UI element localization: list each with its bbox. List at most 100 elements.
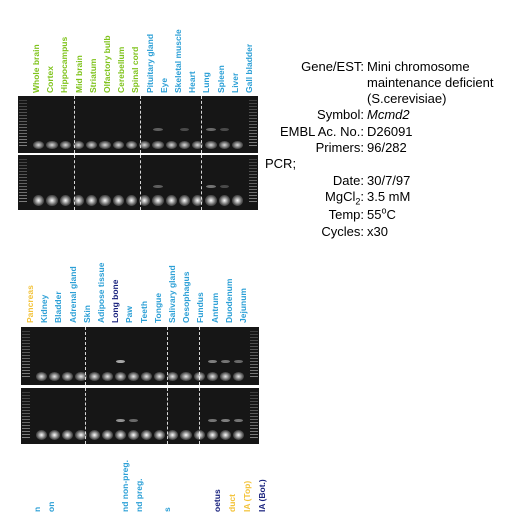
ladder-tick <box>249 174 257 175</box>
ladder-tick <box>19 142 27 143</box>
product-band <box>220 360 230 363</box>
ladder-tick <box>22 337 30 338</box>
ladder-tick <box>250 401 258 402</box>
ladder-tick <box>250 337 258 338</box>
embl-value: D26091 <box>367 124 413 139</box>
primer-band <box>165 141 177 149</box>
cycles-key: Cycles: <box>321 224 364 239</box>
ladder-tick <box>22 422 30 423</box>
ladder-tick <box>250 416 258 417</box>
ladder-tick <box>250 376 258 377</box>
gel-image-panel1-bottom <box>18 155 258 210</box>
ladder-tick <box>22 407 30 408</box>
product-band <box>153 128 163 131</box>
lane-divider <box>74 155 75 210</box>
ladder-tick <box>250 395 258 396</box>
temp-value: 55oC <box>367 206 396 223</box>
ladder-tick <box>22 355 30 356</box>
primer-band <box>46 195 58 206</box>
primer-band <box>101 372 113 381</box>
primer-band <box>178 141 190 149</box>
primer-band <box>232 372 244 381</box>
product-band <box>219 185 229 188</box>
ladder-tick <box>249 115 257 116</box>
primer-band <box>49 430 61 440</box>
lane-divider <box>140 155 141 210</box>
ladder-tick <box>19 103 27 104</box>
ladder-tick <box>22 370 30 371</box>
primer-band <box>125 141 137 149</box>
ladder-tick <box>19 186 27 187</box>
ladder-tick <box>22 410 30 411</box>
primer-band <box>192 195 204 206</box>
ladder-tick <box>249 106 257 107</box>
product-band <box>179 128 189 131</box>
ladder-tick <box>249 103 257 104</box>
primer-band <box>206 430 218 440</box>
ladder-tick <box>250 349 258 350</box>
ladder-tick <box>249 171 257 172</box>
primer-band <box>99 195 111 206</box>
temp-value-b: C <box>386 207 396 222</box>
primer-band <box>167 372 179 381</box>
ladder-tick <box>250 422 258 423</box>
ladder-tick <box>250 437 258 438</box>
lane-divider <box>201 155 202 210</box>
ladder-tick <box>22 364 30 365</box>
ladder-tick <box>19 171 27 172</box>
ladder-tick <box>19 201 27 202</box>
ladder-tick <box>22 431 30 432</box>
product-band <box>206 185 216 188</box>
ladder-tick <box>19 118 27 119</box>
ladder-tick <box>249 142 257 143</box>
ladder <box>248 96 258 153</box>
ladder-tick <box>19 189 27 190</box>
ladder-tick <box>250 410 258 411</box>
ladder-tick <box>250 343 258 344</box>
ladder <box>18 96 28 153</box>
ladder-tick <box>19 183 27 184</box>
temp-value-a: 55 <box>367 207 382 222</box>
product-band <box>115 360 125 363</box>
ladder-tick <box>19 198 27 199</box>
primer-band <box>62 430 74 440</box>
primer-band <box>152 141 164 149</box>
ladder-tick <box>249 124 257 125</box>
pcr-label: PCR; <box>265 156 297 171</box>
product-band <box>153 185 163 188</box>
ladder-tick <box>249 139 257 140</box>
lane-divider <box>140 96 141 153</box>
primer-band <box>139 141 151 149</box>
ladder-tick <box>19 136 27 137</box>
ladder-tick <box>249 109 257 110</box>
primer-band <box>167 430 179 440</box>
ladder-tick <box>250 425 258 426</box>
primer-band <box>218 195 230 206</box>
ladder-tick <box>250 407 258 408</box>
primer-band <box>180 372 192 381</box>
ladder-tick <box>250 428 258 429</box>
ladder-tick <box>22 395 30 396</box>
ladder-tick <box>250 367 258 368</box>
ladder <box>249 388 259 444</box>
gene-value-line3: (S.cerevisiae) <box>367 91 447 106</box>
ladder-tick <box>249 118 257 119</box>
ladder-tick <box>19 165 27 166</box>
primer-band <box>180 430 192 440</box>
product-band <box>206 128 216 131</box>
primer-band <box>139 195 151 206</box>
lane-divider <box>167 388 168 444</box>
gene-value-line1: Mini chromosome <box>367 59 470 74</box>
gel-image-panel2-top <box>21 327 259 385</box>
ladder-tick <box>22 358 30 359</box>
ladder-tick <box>22 404 30 405</box>
ladder-tick <box>19 162 27 163</box>
product-band <box>115 419 125 422</box>
ladder-tick <box>19 133 27 134</box>
ladder <box>249 327 259 385</box>
lane-divider <box>85 388 86 444</box>
gel-image-panel1-top <box>18 96 258 153</box>
ladder-tick <box>22 401 30 402</box>
ladder-tick <box>19 121 27 122</box>
temp-key: Temp: <box>328 207 364 222</box>
